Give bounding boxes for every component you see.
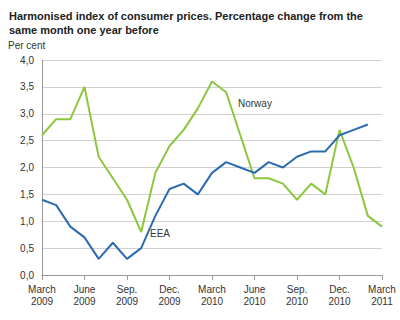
svg-text:1,0: 1,0: [20, 216, 34, 227]
svg-text:March: March: [28, 284, 56, 295]
svg-text:0,0: 0,0: [20, 270, 34, 281]
svg-text:Sep.: Sep.: [287, 284, 308, 295]
svg-text:2009: 2009: [73, 296, 96, 307]
svg-text:3,5: 3,5: [20, 81, 34, 92]
svg-text:2,5: 2,5: [20, 135, 34, 146]
svg-text:0,5: 0,5: [20, 243, 34, 254]
svg-text:1,5: 1,5: [20, 189, 34, 200]
svg-text:Dec.: Dec.: [329, 284, 350, 295]
svg-text:4,0: 4,0: [20, 55, 34, 66]
svg-text:2011: 2011: [371, 296, 393, 307]
svg-text:Sep.: Sep.: [117, 284, 138, 295]
svg-text:2009: 2009: [158, 296, 181, 307]
svg-text:Per cent: Per cent: [8, 40, 45, 51]
svg-text:March: March: [198, 284, 226, 295]
svg-text:2009: 2009: [31, 296, 54, 307]
svg-text:2010: 2010: [286, 296, 309, 307]
svg-text:2010: 2010: [201, 296, 224, 307]
svg-text:2010: 2010: [243, 296, 266, 307]
svg-text:Dec.: Dec.: [159, 284, 180, 295]
svg-text:EEA: EEA: [150, 228, 170, 239]
svg-text:2,0: 2,0: [20, 162, 34, 173]
svg-text:Norway: Norway: [238, 98, 272, 109]
svg-text:3,0: 3,0: [20, 108, 34, 119]
svg-text:June: June: [74, 284, 96, 295]
svg-text:2009: 2009: [116, 296, 139, 307]
svg-text:Harmonised index of consumer p: Harmonised index of consumer prices. Per…: [9, 10, 366, 22]
svg-text:June: June: [244, 284, 266, 295]
svg-text:same month one year before: same month one year before: [9, 24, 159, 36]
svg-text:2010: 2010: [328, 296, 351, 307]
svg-text:March: March: [368, 284, 396, 295]
